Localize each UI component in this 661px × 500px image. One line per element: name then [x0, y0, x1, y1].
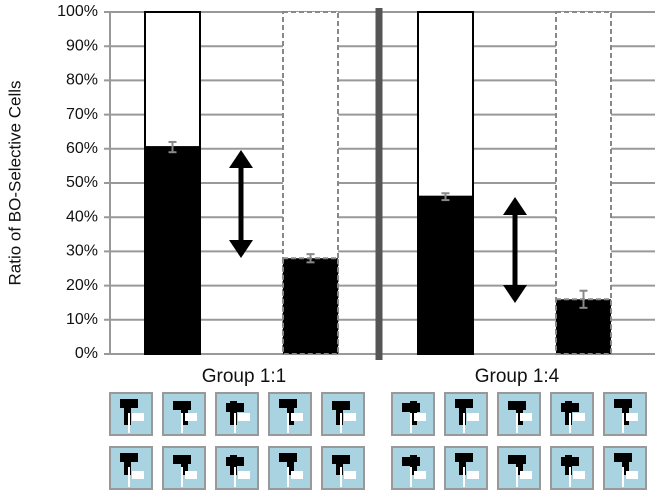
error-bar [441, 192, 450, 202]
y-tick-label: 40% [66, 208, 98, 225]
thumbnail-shape [124, 455, 131, 475]
arrow-head [229, 150, 253, 168]
thumbnail-shape [132, 413, 144, 421]
thumbnail-shape [181, 455, 188, 475]
thumbnail-shape [467, 471, 479, 479]
thumbnail-shape [467, 413, 479, 421]
error-bar [306, 253, 315, 264]
y-tick-label: 100% [57, 3, 98, 20]
y-tick-label: 90% [66, 37, 98, 54]
thumbnail [215, 392, 259, 436]
thumbnail-shape [622, 401, 629, 425]
thumbnail-shape [287, 401, 294, 425]
group-label: Group 1:4 [475, 366, 560, 387]
bar [282, 257, 339, 355]
thumbnail-shape [516, 455, 523, 475]
thumbnail-shape [336, 455, 343, 475]
arrow-head [229, 240, 253, 258]
thumbnail-shape [573, 471, 585, 479]
thumbnail-shape [344, 413, 356, 421]
thumbnail-shape [414, 471, 426, 479]
y-tick-label: 50% [66, 174, 98, 191]
thumbnail-shape [181, 401, 188, 425]
thumbnail-shape [185, 471, 197, 479]
error-bar [579, 289, 588, 309]
thumbnail-shape [344, 471, 356, 479]
thumbnail-shape [185, 413, 197, 421]
thumbnail-shape [565, 401, 572, 425]
thumbnail-shape [459, 401, 466, 425]
error-bar [168, 140, 177, 154]
thumbnail [444, 392, 488, 436]
thumbnail-shape [573, 413, 585, 421]
thumbnail-shape [287, 455, 294, 475]
thumbnail-shape [565, 455, 572, 475]
thumbnail-shape [291, 471, 303, 479]
thumbnail-shape [626, 471, 638, 479]
thumbnail-shape [410, 455, 417, 475]
arrow-head [503, 197, 527, 215]
bar [417, 195, 474, 355]
y-tick-label: 30% [66, 243, 98, 260]
thumbnail-shape [459, 455, 466, 475]
thumbnail-shape [414, 413, 426, 421]
thumbnail-shape [230, 455, 237, 475]
thumbnail-shape [410, 401, 417, 425]
thumbnail-shape [238, 413, 250, 421]
y-tick-label: 0% [75, 345, 98, 362]
y-tick-label: 80% [66, 72, 98, 89]
thumbnail-shape [238, 471, 250, 479]
group-label: Group 1:1 [202, 366, 287, 387]
thumbnail-shape [520, 413, 532, 421]
y-tick-label: 60% [66, 140, 98, 157]
y-tick-label: 20% [66, 277, 98, 294]
bar [144, 146, 201, 355]
arrow-head [503, 285, 527, 303]
y-axis-label: Ratio of BO-Selective Cells [5, 80, 24, 285]
thumbnail-shape [124, 401, 131, 425]
thumbnail-shape [291, 413, 303, 421]
thumbnail-shape [516, 401, 523, 425]
y-tick-label: 70% [66, 106, 98, 123]
thumbnail-shape [336, 401, 343, 425]
thumbnail-shape [230, 401, 237, 425]
thumbnail-shape [622, 455, 629, 475]
thumbnail-shape [520, 471, 532, 479]
y-tick-label: 10% [66, 311, 98, 328]
thumbnail-shape [626, 413, 638, 421]
thumbnail-shape [132, 471, 144, 479]
